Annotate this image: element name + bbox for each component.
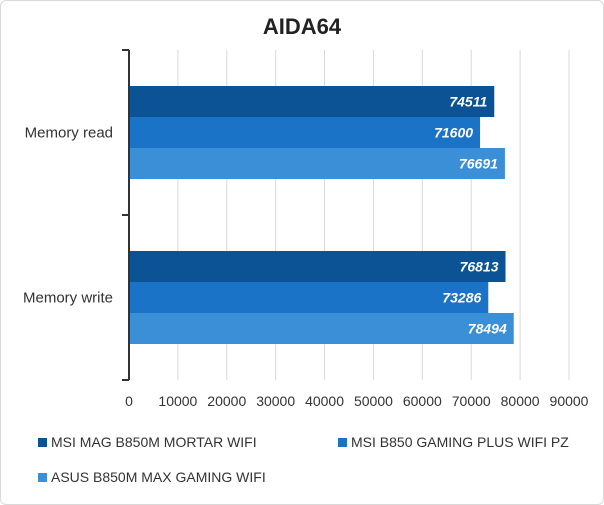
x-tick-label-0: 0 — [125, 393, 133, 409]
x-tick-label-70000: 70000 — [452, 393, 491, 409]
data-label-2-series-2: 73286 — [442, 290, 481, 306]
x-tick-label-40000: 40000 — [305, 393, 344, 409]
data-label-1-series-1: 74511 — [449, 94, 487, 110]
data-label-2-series-1: 76813 — [460, 259, 499, 275]
x-tick-label-50000: 50000 — [354, 393, 393, 409]
bar-2-series-1 — [130, 251, 506, 282]
data-label-1-series-2: 71600 — [434, 125, 473, 141]
x-tick-label-80000: 80000 — [501, 393, 540, 409]
category-label-1: Memory read — [25, 125, 113, 142]
bar-2-series-2 — [130, 282, 489, 313]
x-tick-label-10000: 10000 — [158, 393, 197, 409]
x-tick-label-60000: 60000 — [403, 393, 442, 409]
x-tick-label-30000: 30000 — [256, 393, 295, 409]
x-tick-label-90000: 90000 — [550, 393, 589, 409]
bar-1-series-2 — [130, 117, 481, 148]
category-label-2: Memory write — [23, 290, 113, 307]
chart-title: AIDA64 — [262, 14, 342, 39]
x-tick-label-20000: 20000 — [207, 393, 246, 409]
bar-1-series-3 — [130, 148, 505, 179]
bar-2-series-3 — [130, 313, 514, 344]
data-label-1-series-3: 76691 — [459, 156, 498, 172]
data-label-2-series-3: 78494 — [468, 321, 507, 337]
bar-1-series-1 — [130, 86, 495, 117]
